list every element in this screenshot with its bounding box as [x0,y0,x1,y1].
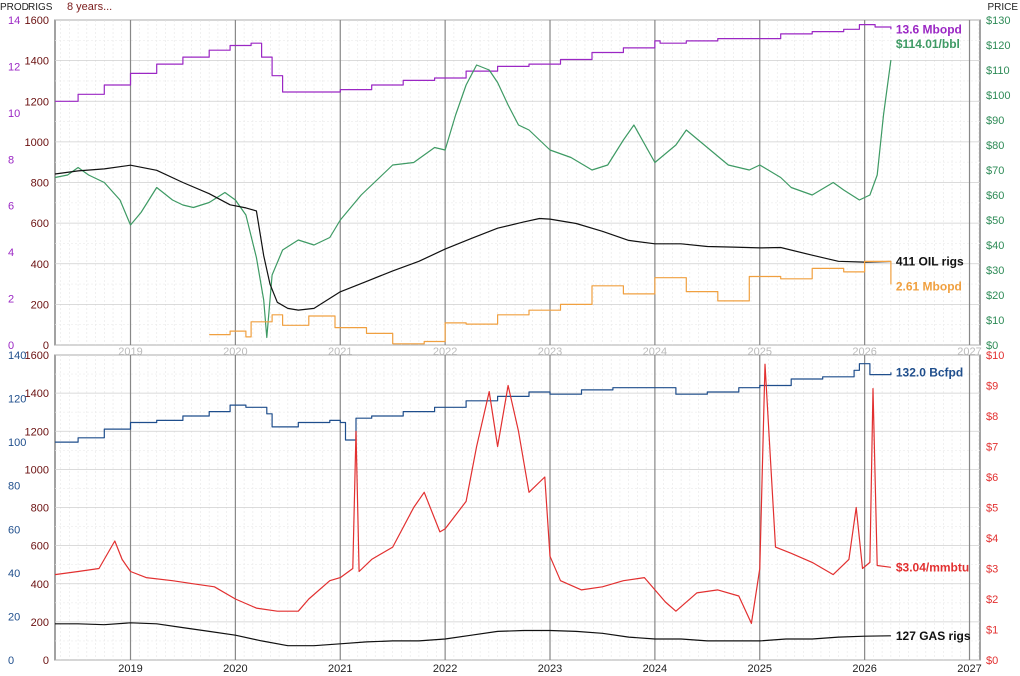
oil-prod-tick-label: 14 [8,15,20,27]
gas-price-tick-label: $8 [986,411,998,423]
oil-price-tick-label: $70 [986,165,1004,177]
oil-price-tick-label: $10 [986,315,1004,327]
oil-prod-tick-label: 0 [8,340,14,352]
gas-prod-tick-label: 20 [8,611,20,623]
oil-production-end-label: 13.6 Mbopd [896,22,962,36]
gas-rigs-tick-label: 0 [43,655,49,667]
gas-production-end-label: 132.0 Bcfpd [896,365,963,379]
oil-price-tick-label: $100 [986,90,1010,102]
oil-prod-tick-label: 10 [8,108,20,120]
gas-price-tick-label: $7 [986,442,998,454]
gas-x-tick-label: 2021 [328,663,352,675]
gas-x-tick-label: 2019 [118,663,142,675]
gas-rigs-tick-label: 200 [31,617,49,629]
gas-price-tick-label: $3 [986,564,998,576]
oil-prod-tick-label: 6 [8,201,14,213]
oil-price-tick-label: $90 [986,115,1004,127]
gas-price-tick-label: $0 [986,655,998,667]
oil-prod-tick-label: 8 [8,154,14,166]
gas-price-tick-label: $9 [986,381,998,393]
oil-prod-tick-label: 12 [8,61,20,73]
gas-x-tick-label: 2026 [852,663,876,675]
oil-mini_production-line [209,260,892,345]
gas-rigs-tick-label: 400 [31,579,49,591]
gas-price-line [54,363,891,625]
gas-gas_rigs-end-label: 127 GAS rigs [896,629,971,643]
gas-rigs-tick-label: 1400 [25,388,49,400]
oil-prod-tick-label: 2 [8,294,14,306]
gas-prod-tick-label: 40 [8,568,20,580]
gas-price-tick-label: $6 [986,472,998,484]
oil-price-tick-label: $20 [986,290,1004,302]
oil-rigs-tick-label: 1600 [25,15,49,27]
gas-production-line [55,363,892,443]
gas-prod-tick-label: 120 [8,394,26,406]
oil-price-tick-label: $60 [986,190,1004,202]
gas-rigs-tick-label: 1600 [25,350,49,362]
gas-price-tick-label: $1 [986,625,998,637]
prod-axis-title: PROD [0,2,29,13]
oil-price-tick-label: $130 [986,15,1010,27]
gas-rigs-tick-label: 800 [31,503,49,515]
gas-price-tick-label: $4 [986,533,998,545]
oil-price-tick-label: $50 [986,215,1004,227]
gas-x-tick-label: 2022 [433,663,457,675]
gas-price-end-label: $3.04/mmbtu [896,560,969,574]
oil-price-tick-label: $120 [986,40,1010,52]
oil-rigs-tick-label: 0 [43,340,49,352]
gas-price-tick-label: $2 [986,594,998,606]
oil-rigs-tick-label: 1000 [25,137,49,149]
oil-rigs-tick-label: 200 [31,299,49,311]
gas-rigs-tick-label: 1200 [25,426,49,438]
oil-oil_rigs-line [54,164,891,311]
rigs-axis-title: RIGS [28,2,53,13]
gas-prod-tick-label: 60 [8,524,20,536]
gas-x-tick-label: 2020 [223,663,247,675]
gas-x-tick-label: 2025 [748,663,772,675]
oil-rigs-tick-label: 600 [31,218,49,230]
oil-price-end-label: $114.01/bbl [896,37,960,51]
oil-price-line [54,59,892,339]
oil-price-tick-label: $30 [986,265,1004,277]
gas-x-tick-label: 2023 [538,663,562,675]
period-label: 8 years... [67,1,112,13]
oil-mini_production-end-label: 2.61 Mbopd [896,279,962,293]
oil-production-line [55,24,892,102]
gas-price-tick-label: $10 [986,350,1004,362]
gas-x-tick-label: 2027 [957,663,981,675]
gas-panel: 2019 2020 2021 2022 2023 2024 2025 2026 2027 0 20 4… [8,350,1004,675]
gas-rigs-tick-label: 600 [31,541,49,553]
oil-price-tick-label: $0 [986,340,998,352]
oil-rigs-tick-label: 1200 [25,96,49,108]
oil-rigs-tick-label: 800 [31,178,49,190]
gas-prod-tick-label: 100 [8,437,26,449]
oil-panel: 2019 2020 2021 2022 2023 2024 2025 2026 20270246… [8,15,1010,358]
gas-rigs-tick-label: 1000 [25,464,49,476]
oil-rigs-tick-label: 400 [31,259,49,271]
gas-gas_rigs-line [55,622,891,647]
oil-price-tick-label: $110 [986,65,1010,77]
oil-price-tick-label: $80 [986,140,1004,152]
oil-rigs-tick-label: 1400 [25,56,49,68]
gas-prod-tick-label: 80 [8,481,20,493]
gas-prod-tick-label: 0 [8,655,14,667]
gas-price-tick-label: $5 [986,503,998,515]
oil-oil_rigs-end-label: 411 OIL rigs [896,255,964,269]
price-axis-title: PRICE [987,2,1018,13]
oil-prod-tick-label: 4 [8,247,14,259]
gas-prod-tick-label: 140 [8,350,26,362]
oil-price-tick-label: $40 [986,240,1004,252]
gas-x-tick-label: 2024 [643,663,667,675]
